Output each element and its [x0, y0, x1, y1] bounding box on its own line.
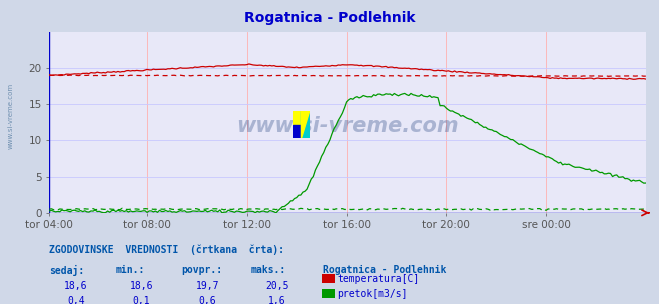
- Text: www.si-vreme.com: www.si-vreme.com: [237, 116, 459, 136]
- Bar: [302, 111, 310, 138]
- Text: povpr.:: povpr.:: [181, 265, 222, 275]
- Text: 0,4: 0,4: [67, 296, 84, 304]
- Text: 1,6: 1,6: [268, 296, 285, 304]
- Text: pretok[m3/s]: pretok[m3/s]: [337, 289, 408, 299]
- Text: ZGODOVINSKE  VREDNOSTI  (črtkana  črta):: ZGODOVINSKE VREDNOSTI (črtkana črta):: [49, 245, 285, 255]
- Text: temperatura[C]: temperatura[C]: [337, 274, 420, 284]
- Text: 0,6: 0,6: [199, 296, 216, 304]
- Text: 19,7: 19,7: [196, 281, 219, 291]
- Text: maks.:: maks.:: [250, 265, 285, 275]
- Text: 20,5: 20,5: [265, 281, 289, 291]
- Text: 18,6: 18,6: [64, 281, 88, 291]
- Bar: [293, 125, 302, 138]
- Text: Rogatnica - Podlehnik: Rogatnica - Podlehnik: [244, 11, 415, 25]
- Text: www.si-vreme.com: www.si-vreme.com: [8, 82, 14, 149]
- Text: 18,6: 18,6: [130, 281, 154, 291]
- Text: sedaj:: sedaj:: [49, 265, 84, 276]
- Bar: [293, 111, 302, 125]
- Text: min.:: min.:: [115, 265, 145, 275]
- Polygon shape: [302, 111, 310, 138]
- Text: 0,1: 0,1: [133, 296, 150, 304]
- Text: Rogatnica - Podlehnik: Rogatnica - Podlehnik: [323, 265, 446, 275]
